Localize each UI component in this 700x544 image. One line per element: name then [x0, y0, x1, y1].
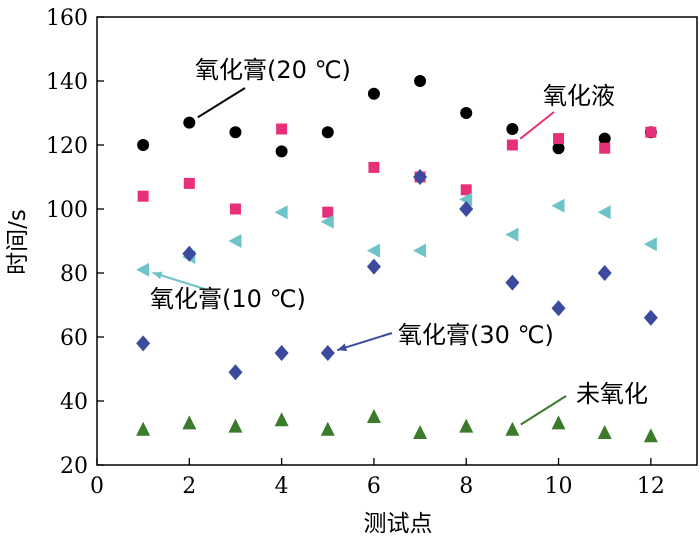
plot-frame	[96, 16, 698, 466]
point-series-2	[459, 192, 473, 207]
x-tick-label: 6	[367, 474, 381, 499]
point-series-4	[136, 421, 151, 436]
point-series-4	[597, 425, 612, 439]
point-series-2	[228, 234, 242, 248]
point-series-3	[597, 265, 612, 281]
point-series-3	[459, 201, 474, 217]
annotation-arrowhead	[152, 271, 163, 280]
annotation-leader	[337, 332, 393, 351]
point-series-0	[229, 126, 242, 139]
point-series-2	[505, 227, 519, 242]
annotation-label: 氧化膏(20 ℃)	[195, 56, 351, 84]
point-series-0	[137, 139, 150, 151]
point-series-0	[598, 132, 611, 145]
y-axis-label: 时间/s	[5, 209, 31, 275]
point-series-3	[136, 335, 151, 352]
point-series-1	[229, 203, 241, 215]
point-series-4	[505, 421, 520, 436]
point-series-4	[320, 421, 335, 436]
point-series-1	[183, 177, 195, 189]
point-series-3	[228, 364, 243, 381]
point-series-0	[183, 116, 196, 129]
point-series-4	[182, 415, 197, 430]
point-series-0	[460, 107, 473, 119]
point-series-0	[367, 87, 380, 100]
x-axis-label: 测试点	[364, 511, 433, 537]
y-tick-label: 140	[46, 70, 88, 95]
point-series-1	[645, 126, 657, 138]
annotation-leader	[197, 87, 246, 119]
point-series-3	[182, 245, 197, 262]
point-series-0	[275, 145, 288, 158]
point-series-4	[643, 428, 658, 443]
point-series-4	[413, 425, 428, 439]
point-series-1	[553, 133, 565, 145]
point-series-3	[274, 345, 289, 361]
point-series-3	[366, 258, 381, 275]
point-series-4	[459, 418, 474, 433]
point-series-3	[643, 309, 658, 326]
annotation-label: 氧化液	[543, 82, 615, 110]
annotation-label: 氧化膏(30 ℃)	[398, 321, 554, 349]
point-series-4	[551, 415, 566, 430]
point-series-2	[551, 198, 565, 213]
y-tick-label: 160	[46, 6, 88, 31]
y-tick-label: 120	[46, 134, 88, 159]
point-series-0	[506, 123, 519, 135]
point-series-1	[276, 123, 288, 135]
point-series-3	[413, 169, 428, 185]
y-tick-label: 100	[46, 198, 88, 223]
point-series-3	[505, 274, 520, 291]
y-tick-label: 40	[60, 390, 88, 415]
annotation-leader	[519, 111, 555, 140]
point-series-0	[552, 142, 565, 155]
x-tick-label: 10	[545, 474, 573, 499]
annotation-label: 氧化膏(10 ℃)	[150, 285, 306, 313]
point-series-1	[322, 206, 334, 218]
y-tick-label: 80	[60, 262, 88, 287]
x-tick-label: 0	[90, 474, 104, 499]
point-series-4	[274, 412, 289, 427]
annotation-leader	[152, 271, 206, 290]
point-series-2	[136, 262, 150, 277]
point-series-1	[599, 142, 611, 154]
plot-area: 0 2 4 6 8 10 12 20 40 60 80 100 120 140 160	[46, 6, 698, 499]
annotation-arrowhead	[337, 343, 348, 352]
x-tick-label: 4	[275, 474, 289, 499]
point-series-1	[506, 139, 518, 151]
point-series-0	[414, 75, 427, 87]
annotation-leader	[520, 395, 567, 426]
point-series-2	[597, 205, 611, 220]
y-tick-label: 20	[60, 454, 88, 479]
point-series-2	[413, 243, 427, 258]
annotation-label: 未氧化	[576, 380, 648, 408]
x-tick-label: 12	[637, 474, 665, 499]
point-series-0	[321, 126, 334, 139]
point-series-2	[320, 214, 334, 229]
x-tick-label: 2	[182, 474, 196, 499]
point-series-4	[228, 418, 243, 433]
x-tick-label: 8	[459, 474, 473, 499]
point-series-1	[368, 161, 380, 173]
y-tick-label: 60	[60, 326, 88, 351]
data-points	[136, 75, 658, 443]
point-series-3	[320, 345, 335, 361]
point-series-2	[643, 237, 657, 252]
point-series-3	[551, 300, 566, 317]
point-series-1	[460, 184, 472, 196]
point-series-2	[366, 243, 380, 258]
point-series-4	[366, 409, 381, 423]
point-series-1	[137, 190, 149, 202]
point-series-2	[274, 205, 288, 220]
